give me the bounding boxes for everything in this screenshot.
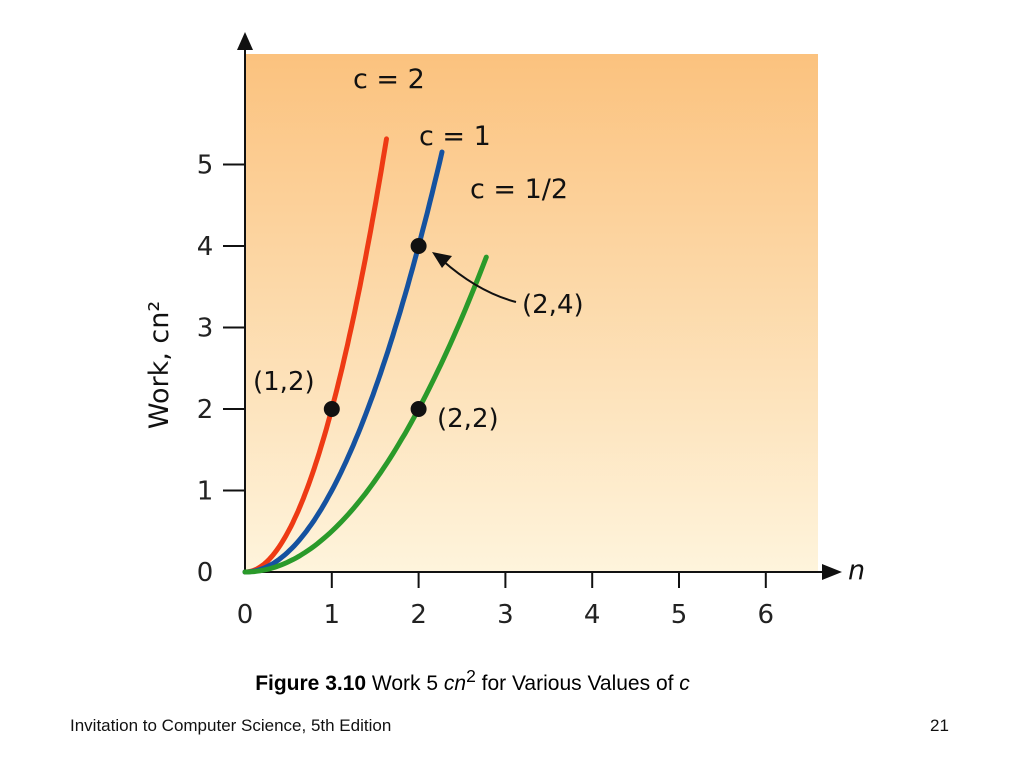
- series-curve: [242, 149, 445, 575]
- caption-var-1: cn: [443, 672, 467, 695]
- point-label: (1,2): [253, 367, 315, 397]
- y-tick-label: 3: [197, 314, 214, 344]
- work-chart: 0 1 2 3 4 5 6 0 1 2 3 4 5 n Work, cn² c = 2 c = 1 c = 1/…: [144, 32, 865, 630]
- plot-area: [245, 54, 818, 572]
- data-point: [323, 401, 340, 417]
- footer-book-title: Invitation to Computer Science, 5th Edit…: [70, 716, 392, 735]
- series-curve: [242, 136, 389, 575]
- series-label: c = 1: [419, 121, 491, 152]
- data-point: [410, 238, 427, 254]
- axes: 0 1 2 3 4 5 6 0 1 2 3 4 5 n Work, cn²: [144, 32, 865, 630]
- annotation-arrow-line: [441, 259, 517, 303]
- y-axis-title: Work, cn²: [144, 301, 175, 429]
- series-label: c = 1/2: [470, 174, 568, 205]
- y-tick-label: 4: [197, 232, 214, 262]
- x-tick-label: 4: [584, 600, 601, 630]
- figure-caption: Figure 3.10 Work 5 cn2 for Various Value…: [0, 666, 945, 696]
- x-tick-label: 1: [324, 600, 341, 630]
- footer-page-number: 21: [930, 716, 949, 735]
- data-point: [410, 401, 427, 417]
- x-tick-label: 6: [758, 600, 775, 630]
- y-tick-label: 0: [197, 558, 214, 588]
- series-layer: [242, 136, 489, 575]
- y-tick-label: 5: [197, 151, 214, 181]
- caption-text-1: Work 5: [366, 672, 444, 695]
- caption-prefix: Figure 3.10: [255, 672, 367, 695]
- point-label: (2,2): [437, 404, 499, 434]
- annotation-arrow-head: [432, 252, 452, 268]
- caption-text-2: for Various Values of: [475, 672, 680, 695]
- caption-var-2: c: [679, 672, 690, 695]
- point-label: (2,4): [522, 290, 584, 320]
- caption-superscript: 2: [466, 666, 476, 686]
- labels-layer: c = 2 c = 1 c = 1/2 (1,2) (2,4) (2,2): [253, 64, 584, 434]
- x-axis-title: n: [848, 555, 865, 586]
- y-tick-label: 2: [197, 395, 214, 425]
- series-label: c = 2: [353, 64, 425, 95]
- x-tick-label: 5: [671, 600, 688, 630]
- y-axis-arrow: [237, 32, 253, 50]
- y-tick-label: 1: [197, 477, 214, 507]
- x-tick-label: 0: [237, 600, 254, 630]
- x-tick-label: 2: [410, 600, 427, 630]
- x-tick-label: 3: [497, 600, 514, 630]
- series-curve: [242, 254, 489, 575]
- x-axis-arrow: [822, 564, 842, 580]
- points-layer: [323, 238, 427, 417]
